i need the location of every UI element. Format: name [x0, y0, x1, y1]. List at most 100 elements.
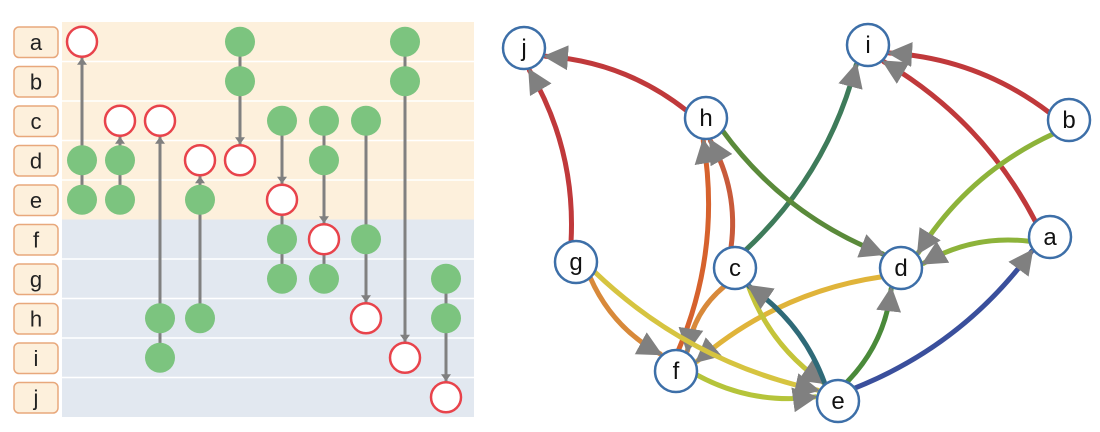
edge-c-to-h — [707, 138, 736, 250]
graph-node-circle — [712, 245, 758, 291]
edge-b-to-i — [887, 42, 1052, 116]
node-link-graph: j i h b a g c d f e — [501, 22, 1092, 424]
row-label-box — [13, 342, 59, 375]
edge-b-to-d — [915, 131, 1056, 256]
matrix-cell-d-filled — [67, 145, 97, 176]
edge-e-to-a — [852, 248, 1035, 391]
graph-edges — [526, 42, 1056, 413]
row-label-box — [13, 302, 59, 335]
matrix-cell-a-filled — [225, 26, 255, 57]
matrix-cell-f-filled — [267, 224, 297, 255]
matrix-cell-g-filled — [267, 263, 297, 294]
matrix-arrow — [115, 136, 125, 144]
graph-node-label: b — [1062, 107, 1075, 134]
matrix-cell-h-filled — [145, 303, 175, 334]
row-label-box — [13, 26, 59, 59]
row-label-c: c — [13, 105, 59, 138]
graph-node-label: i — [865, 32, 870, 59]
matrix-cell-h-filled — [431, 303, 461, 334]
edge-h-to-d — [720, 128, 886, 258]
graph-node-circle — [553, 239, 599, 285]
edge-c-to-e — [745, 282, 827, 386]
matrix-arrow — [77, 57, 87, 65]
graph-node-label: a — [1043, 224, 1057, 251]
matrix-cell-b-filled — [225, 66, 255, 97]
matrix-cell-b-filled — [390, 66, 420, 97]
matrix-arrow — [195, 176, 205, 184]
matrix-cell-g-filled — [309, 263, 339, 294]
matrix-cell-c-filled — [309, 105, 339, 136]
matrix-cell-e-filled — [67, 184, 97, 215]
row-label-d: d — [13, 144, 59, 177]
matrix-cell-e-filled — [185, 184, 215, 215]
matrix-cell-e-filled — [105, 184, 135, 215]
graph-node-circle — [878, 245, 924, 291]
row-label-j: j — [13, 381, 59, 414]
edge-f-to-h — [675, 138, 720, 353]
edge-a-to-i — [881, 59, 1039, 225]
graph-node-label: e — [831, 388, 844, 415]
matrix-cell-e-open — [265, 183, 299, 216]
row-label-text: j — [33, 385, 39, 410]
matrix-cell-c-open — [143, 104, 177, 137]
row-label-a: a — [13, 26, 59, 59]
row-label-f: f — [13, 223, 59, 256]
graph-node-circle — [1027, 214, 1073, 260]
matrix-cell-c-open — [103, 104, 137, 137]
edge-e-to-c — [746, 283, 828, 387]
row-label-e: e — [13, 184, 59, 217]
row-label-b: b — [13, 65, 59, 98]
row-label-box — [13, 263, 59, 296]
graph-node-a: a — [1027, 214, 1073, 260]
row-label-g: g — [13, 263, 59, 296]
graph-node-f: f — [653, 348, 699, 394]
graph-nodes: j i h b a g c d f e — [501, 22, 1092, 424]
matrix-cell-i-filled — [145, 342, 175, 373]
graph-node-circle — [501, 25, 547, 71]
matrix-cell-g-filled — [431, 263, 461, 294]
matrix-arrow — [441, 374, 451, 382]
matrix-cell-d-open — [223, 144, 257, 177]
matrix-arrow — [155, 136, 165, 144]
edge-f-to-e — [694, 372, 818, 413]
row-band-1 — [62, 219, 474, 417]
graph-node-circle — [1046, 97, 1092, 143]
edge-h-to-j — [542, 45, 689, 113]
matrix-cell-c-filled — [351, 105, 381, 136]
matrix-cell-f-filled — [351, 224, 381, 255]
graph-node-label: c — [729, 255, 741, 282]
row-label-text: e — [30, 188, 42, 213]
graph-node-i: i — [845, 22, 891, 68]
row-label-text: a — [30, 30, 43, 55]
matrix-arrow — [361, 295, 371, 303]
graph-node-g: g — [553, 239, 599, 285]
matrix-arrow — [319, 216, 329, 224]
row-label-box — [13, 223, 59, 256]
row-label-text: d — [30, 148, 42, 173]
graph-node-label: j — [520, 35, 526, 62]
edge-g-to-e — [592, 269, 821, 398]
matrix-cell-j-open — [429, 381, 463, 414]
matrix-arrow — [277, 176, 287, 184]
row-label-box — [13, 65, 59, 98]
row-label-text: i — [34, 346, 39, 371]
matrix-cell-c-filled — [267, 105, 297, 136]
row-label-i: i — [13, 342, 59, 375]
matrix-cell-a-open — [65, 25, 99, 58]
matrix-cell-i-open — [388, 341, 422, 374]
matrix-cell-a-filled — [390, 26, 420, 57]
row-label-box — [13, 144, 59, 177]
row-label-h: h — [13, 302, 59, 335]
graph-node-e: e — [815, 378, 861, 424]
edge-e-to-d — [844, 286, 902, 385]
graph-node-b: b — [1046, 97, 1092, 143]
matrix-cell-d-filled — [105, 145, 135, 176]
row-label-box — [13, 381, 59, 414]
row-label-text: f — [33, 227, 40, 252]
row-label-box — [13, 105, 59, 138]
graph-node-h: h — [683, 95, 729, 141]
graph-node-circle — [683, 95, 729, 141]
graph-node-label: g — [569, 249, 582, 276]
